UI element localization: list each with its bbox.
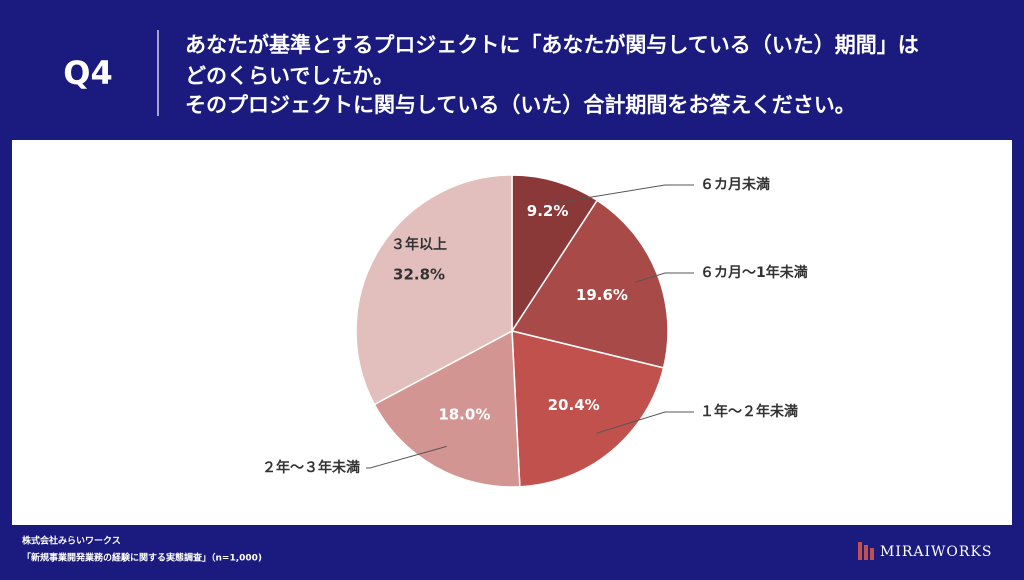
value-label: 19.6% [576,286,628,304]
question-number: Q4 [63,54,112,92]
brand: MIRAIWORKS [880,544,993,560]
footer-company: 株式会社みらいワークス [22,535,121,547]
pie-slice [355,174,513,406]
footer-survey: 「新規事業開発業務の経験に関する実態調査」（n=1,000) [22,552,262,564]
leader-line [596,411,694,434]
question-line: そのプロジェクトに関与している（いた）合計期間をお答えください。 [185,93,856,117]
category-label: １年～２年未満 [700,403,798,420]
value-label: 9.2% [527,202,569,220]
pie-slice [511,174,599,334]
leader-line [366,445,447,469]
value-label: 20.4% [548,396,600,414]
logo-bar [858,542,862,560]
question-line: どのくらいでしたか。 [185,64,394,88]
leader-line [635,272,694,283]
logo-bar [864,545,868,560]
value-label: 18.0% [438,406,490,424]
pie-slice [511,330,665,488]
logo-mark [858,542,874,560]
leader-line [549,184,694,205]
value-label: 32.8% [393,266,445,284]
pie-chart: ６カ月未満 9.2% ６カ月～1年未満 19.6% １年～２年未満 20.4% ２年～３年未… [262,174,808,488]
category-label: ２年～３年未満 [262,459,360,476]
pie-slice [510,199,669,369]
category-label: ６カ月未満 [700,176,770,193]
question-line: あなたが基準とするプロジェクトに「あなたが関与している（いた）期間」は [185,33,919,57]
logo-bar [870,548,874,560]
pie-slice [373,329,521,488]
category-label: ６カ月～1年未満 [700,264,808,281]
category-label: ３年以上 [391,236,447,253]
